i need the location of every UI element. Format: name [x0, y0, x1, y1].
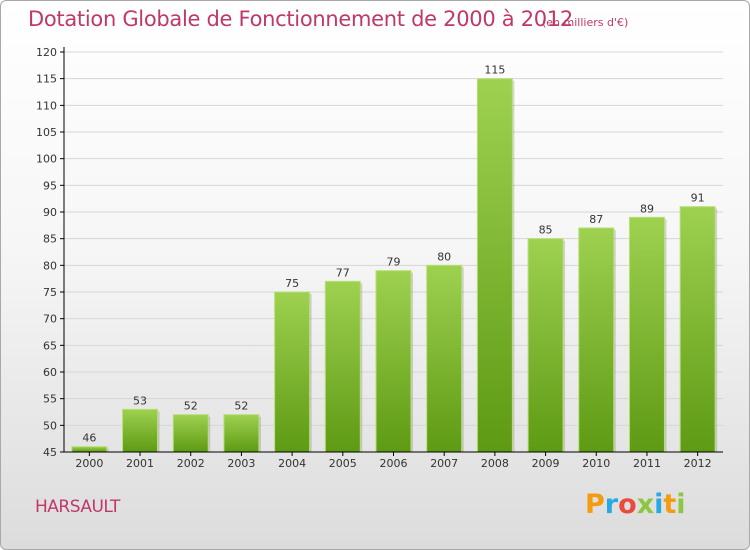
data-label-2006: 79 [387, 256, 401, 269]
y-tick-label: 55 [43, 393, 57, 406]
data-label-2002: 52 [184, 400, 198, 413]
data-label-2007: 80 [437, 250, 451, 263]
labels: 45 50 55 60 65 70 75 80 85 90 95 100 105 110 115 120 46 2… [36, 46, 712, 470]
x-tick-label-2010: 2010 [582, 457, 610, 470]
chart-title: Dotation Globale de Fonctionnement de 20… [28, 7, 573, 31]
data-label-2011: 89 [640, 202, 654, 215]
x-tick-label-2008: 2008 [481, 457, 509, 470]
y-tick-label: 45 [43, 446, 57, 459]
y-tick-label: 60 [43, 366, 57, 379]
data-label-2010: 87 [589, 213, 603, 226]
axes [60, 47, 723, 456]
x-tick-label-2009: 2009 [532, 457, 560, 470]
logo-letter: x [636, 489, 655, 520]
x-tick-label-2002: 2002 [177, 457, 205, 470]
y-tick-label: 50 [43, 419, 57, 432]
y-tick-label: 65 [43, 339, 57, 352]
commune-name: HARSAULT [35, 497, 120, 517]
bar-2012 [679, 206, 716, 453]
data-label-2004: 75 [285, 277, 299, 290]
x-tick-label-2007: 2007 [430, 457, 458, 470]
data-label-2012: 91 [691, 192, 705, 205]
y-tick-label: 75 [43, 286, 57, 299]
bar-2010 [578, 227, 615, 453]
bar-2006 [375, 270, 412, 453]
bar-2011 [628, 216, 665, 453]
x-tick-label-2003: 2003 [227, 457, 255, 470]
y-tick-label: 105 [36, 126, 57, 139]
y-tick-label: 70 [43, 313, 57, 326]
data-label-2000: 46 [82, 432, 96, 445]
bar-2009 [527, 238, 564, 453]
y-tick-label: 95 [43, 179, 57, 192]
y-tick-label: 120 [36, 46, 57, 59]
y-tick-label: 100 [36, 153, 57, 166]
logo-letter: r [604, 489, 619, 520]
bar-2001 [122, 408, 159, 453]
y-tick-label: 110 [36, 99, 57, 112]
y-tick-label: 90 [43, 206, 57, 219]
bar-2008 [476, 78, 513, 453]
chart-subtitle: (en milliers d'€) [542, 16, 629, 29]
bar-2000 [71, 446, 108, 453]
data-label-2003: 52 [234, 400, 248, 413]
y-tick-label: 115 [36, 73, 57, 86]
data-label-2009: 85 [539, 224, 553, 237]
logo-letter: o [618, 489, 637, 520]
x-tick-label-2001: 2001 [126, 457, 154, 470]
proxiti-logo[interactable]: Proxiti [585, 489, 686, 520]
bar-2007 [426, 264, 463, 453]
logo-letter: P [585, 489, 605, 520]
x-tick-label-2011: 2011 [633, 457, 661, 470]
bars [71, 78, 718, 453]
logo-letter: i [676, 489, 686, 520]
data-label-2005: 77 [336, 266, 350, 279]
data-label-2001: 53 [133, 394, 147, 407]
y-tick-label: 80 [43, 259, 57, 272]
x-tick-label-2000: 2000 [75, 457, 103, 470]
bar-2003 [223, 414, 260, 453]
bar-2002 [172, 414, 209, 453]
x-tick-label-2005: 2005 [329, 457, 357, 470]
x-tick-label-2004: 2004 [278, 457, 306, 470]
bar-2005 [324, 280, 361, 453]
x-tick-label-2006: 2006 [380, 457, 408, 470]
x-tick-label-2012: 2012 [684, 457, 712, 470]
logo-letter: i [654, 489, 664, 520]
bar-2004 [274, 291, 311, 453]
y-tick-label: 85 [43, 233, 57, 246]
logo-letter: t [663, 489, 677, 520]
data-label-2008: 115 [484, 64, 505, 77]
